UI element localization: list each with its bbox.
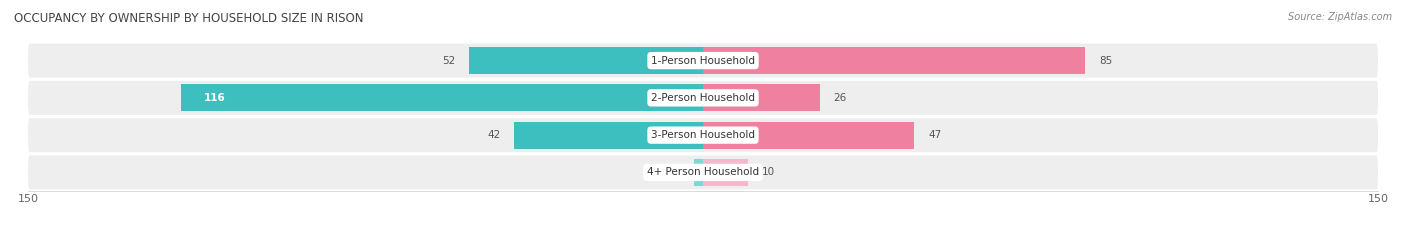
Text: 116: 116 xyxy=(204,93,225,103)
Text: 4+ Person Household: 4+ Person Household xyxy=(647,168,759,177)
Text: 26: 26 xyxy=(834,93,846,103)
Text: OCCUPANCY BY OWNERSHIP BY HOUSEHOLD SIZE IN RISON: OCCUPANCY BY OWNERSHIP BY HOUSEHOLD SIZE… xyxy=(14,12,364,25)
Bar xyxy=(703,84,820,111)
Text: Source: ZipAtlas.com: Source: ZipAtlas.com xyxy=(1288,12,1392,22)
Text: 47: 47 xyxy=(928,130,941,140)
Text: 2-Person Household: 2-Person Household xyxy=(651,93,755,103)
FancyBboxPatch shape xyxy=(28,155,1378,189)
Text: 2: 2 xyxy=(673,168,681,177)
Text: 1-Person Household: 1-Person Household xyxy=(651,56,755,65)
Text: 85: 85 xyxy=(1099,56,1112,65)
FancyBboxPatch shape xyxy=(28,44,1378,78)
Text: 42: 42 xyxy=(488,130,501,140)
FancyBboxPatch shape xyxy=(28,118,1378,152)
Bar xyxy=(515,122,703,149)
Bar xyxy=(181,84,703,111)
FancyBboxPatch shape xyxy=(28,81,1378,115)
Bar xyxy=(470,47,703,74)
Text: 10: 10 xyxy=(762,168,775,177)
Bar xyxy=(695,159,703,186)
Text: 3-Person Household: 3-Person Household xyxy=(651,130,755,140)
Text: 52: 52 xyxy=(443,56,456,65)
Bar xyxy=(703,122,914,149)
Bar xyxy=(703,47,1085,74)
Bar xyxy=(703,159,748,186)
